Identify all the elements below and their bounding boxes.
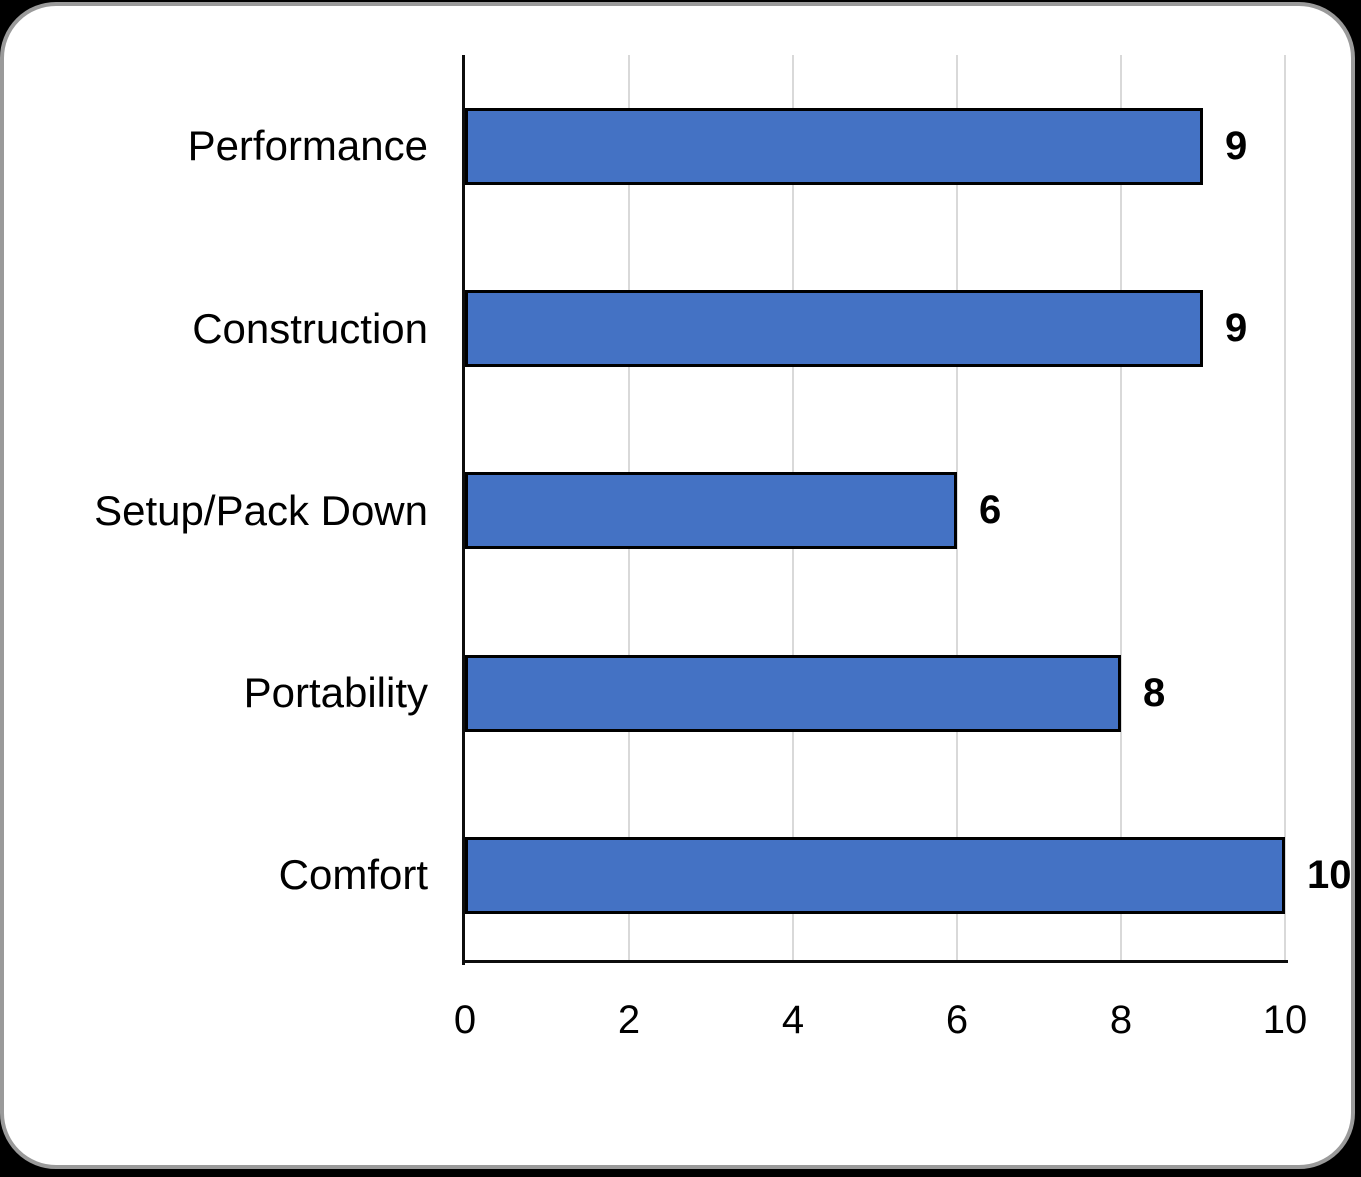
x-axis-line bbox=[462, 960, 1288, 963]
vertical-gridline bbox=[1120, 55, 1122, 962]
bar-construction bbox=[465, 290, 1203, 368]
data-label: 10 bbox=[1307, 852, 1352, 897]
plot-area bbox=[465, 55, 1286, 962]
x-axis-tick-label: 0 bbox=[453, 998, 477, 1042]
category-label: Construction bbox=[192, 304, 428, 352]
x-axis-tick-label: 10 bbox=[1262, 998, 1308, 1042]
bar-portability bbox=[465, 654, 1121, 732]
bar-comfort bbox=[465, 836, 1285, 914]
x-axis-tick-label: 8 bbox=[1109, 998, 1133, 1042]
vertical-gridline bbox=[1284, 55, 1286, 962]
data-label: 9 bbox=[1225, 124, 1248, 168]
data-label: 6 bbox=[979, 488, 1002, 533]
x-axis-tick-label: 2 bbox=[617, 998, 641, 1042]
category-label: Portability bbox=[243, 669, 428, 716]
data-label: 9 bbox=[1225, 306, 1248, 351]
y-axis-line bbox=[462, 55, 465, 965]
bar-setup-pack-down bbox=[465, 472, 957, 550]
x-axis-tick-label: 4 bbox=[781, 998, 805, 1042]
category-label: Comfort bbox=[278, 851, 428, 899]
category-label: Setup/Pack Down bbox=[94, 486, 428, 534]
vertical-gridline bbox=[956, 55, 958, 962]
x-axis-tick-label: 6 bbox=[945, 998, 969, 1042]
bar-performance bbox=[465, 108, 1203, 185]
category-label: Performance bbox=[187, 122, 428, 170]
data-label: 8 bbox=[1143, 670, 1166, 715]
